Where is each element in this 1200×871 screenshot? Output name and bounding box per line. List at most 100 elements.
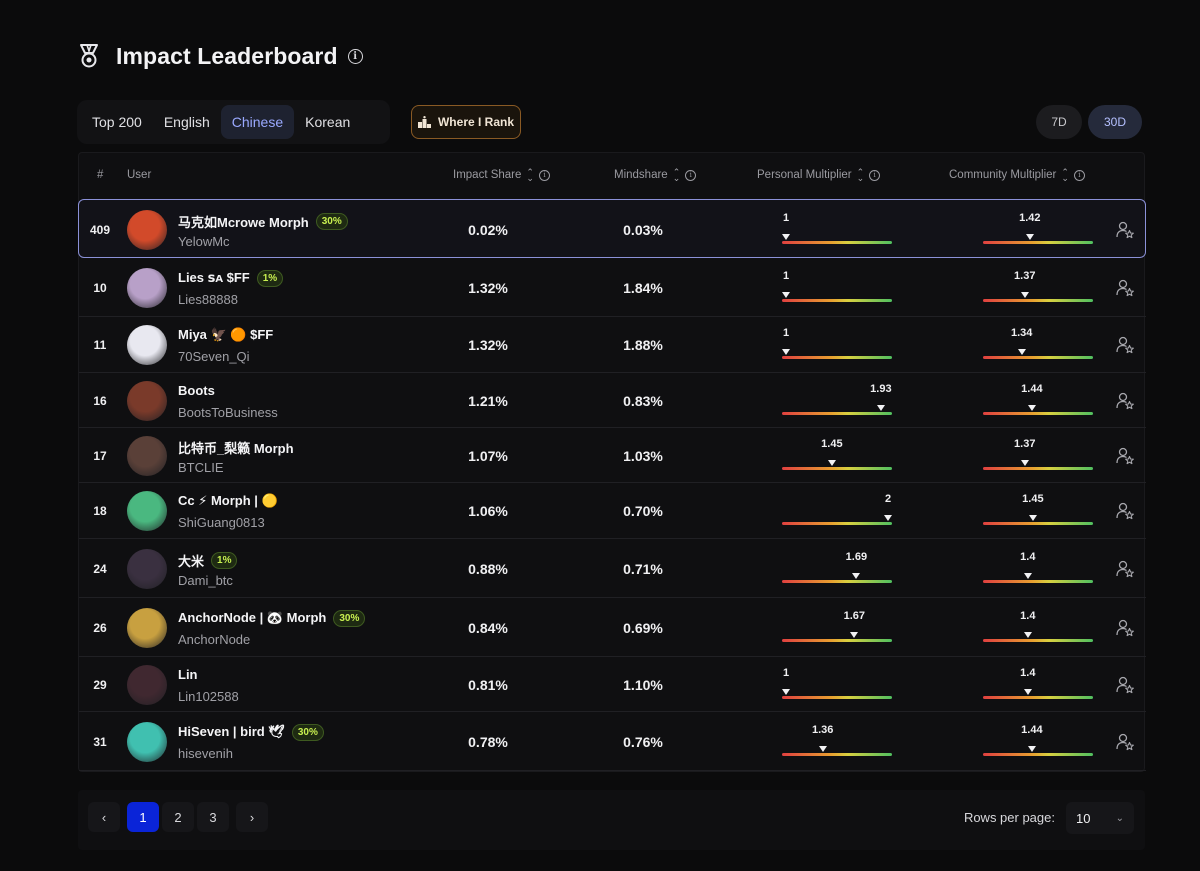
- follow-user-icon[interactable]: [1115, 559, 1135, 579]
- follow-user-icon[interactable]: [1115, 446, 1135, 466]
- personal-multiplier-value: 1.69: [845, 550, 868, 563]
- tab-chinese[interactable]: Chinese: [220, 105, 295, 139]
- user-handle: Lies88888: [178, 291, 238, 307]
- community-multiplier-marker: [1023, 631, 1032, 638]
- info-icon[interactable]: i: [538, 169, 550, 181]
- boost-badge: 30%: [291, 723, 324, 741]
- user-name[interactable]: 大米 1%: [178, 551, 238, 570]
- avatar[interactable]: [127, 664, 167, 705]
- table-row[interactable]: 29 Lin Lin102588 0.81% 1.10% 1 1.4: [79, 657, 1146, 712]
- user-name[interactable]: Lin: [178, 667, 198, 682]
- user-handle: 70Seven_Qi: [178, 349, 250, 364]
- community-multiplier-marker: [1020, 459, 1029, 466]
- table-row[interactable]: 24 大米 1% Dami_btc 0.88% 0.71% 1.69 1.4: [79, 539, 1146, 598]
- avatar[interactable]: [127, 721, 167, 762]
- avatar[interactable]: [127, 267, 167, 308]
- table-row[interactable]: 18 Cc ⚡ Morph | 🟡 ShiGuang0813 1.06% 0.7…: [79, 483, 1146, 539]
- follow-user-icon[interactable]: [1115, 391, 1135, 411]
- avatar[interactable]: [127, 325, 167, 365]
- page-3-button[interactable]: 3: [197, 802, 229, 832]
- table-row[interactable]: 10 Lies ꜱᴀ $FF 1% Lies88888 1.32% 1.84% …: [79, 258, 1146, 317]
- tab-korean[interactable]: Korean: [305, 114, 351, 130]
- col-community-multiplier[interactable]: Community Multiplier ⌃ ⌄ i: [949, 167, 1085, 183]
- page-1-button[interactable]: 1: [127, 802, 159, 832]
- community-multiplier: 1.37: [983, 438, 1093, 478]
- table-row[interactable]: 11 Miya 🦅 🟠 $FF 70Seven_Qi 1.32% 1.88% 1…: [79, 317, 1146, 373]
- personal-multiplier-value: 1.67: [843, 609, 866, 622]
- table-row[interactable]: 31 HiSeven | bird 🕊 30% hisevenih 0.78% …: [79, 712, 1146, 771]
- period-30d-button[interactable]: 30D: [1088, 105, 1142, 139]
- user-name[interactable]: Miya 🦅 🟠 $FF: [178, 327, 273, 343]
- mindshare-value: 1.03%: [623, 447, 663, 464]
- community-multiplier: 1.44: [983, 724, 1093, 764]
- tab-english[interactable]: English: [163, 114, 210, 130]
- user-name[interactable]: 比特币_梨籁 Morph: [178, 438, 294, 457]
- user-name[interactable]: HiSeven | bird 🕊 30%: [178, 723, 324, 741]
- table-row[interactable]: 409 马克如Mcrowe Morph 30% YelowMc 0.02% 0.…: [78, 199, 1146, 258]
- avatar[interactable]: [127, 607, 167, 648]
- user-handle: ShiGuang0813: [178, 515, 265, 530]
- table-row[interactable]: 17 比特币_梨籁 Morph BTCLIE 1.07% 1.03% 1.45 …: [79, 428, 1146, 483]
- user-name[interactable]: Cc ⚡ Morph | 🟡: [178, 493, 278, 509]
- personal-multiplier-bar: [782, 356, 892, 359]
- info-icon[interactable]: i: [347, 48, 363, 64]
- info-icon[interactable]: i: [1073, 169, 1085, 181]
- tab-top-200[interactable]: Top 200: [92, 114, 142, 130]
- community-multiplier: 1.42: [983, 212, 1093, 252]
- personal-multiplier-bar: [782, 522, 892, 525]
- follow-user-icon[interactable]: [1115, 618, 1135, 638]
- boost-badge: 30%: [315, 212, 348, 230]
- sort-icon[interactable]: ⌃ ⌄: [672, 167, 681, 183]
- sort-icon[interactable]: ⌃ ⌄: [526, 167, 534, 183]
- avatar[interactable]: [127, 491, 167, 531]
- follow-user-icon[interactable]: [1115, 278, 1135, 298]
- personal-multiplier: 1.69: [782, 551, 892, 591]
- community-multiplier-value: 1.45: [1022, 493, 1044, 505]
- user-display-name: Lin: [178, 666, 198, 682]
- sort-icon[interactable]: ⌃ ⌄: [1061, 167, 1069, 183]
- page-2-button[interactable]: 2: [162, 802, 194, 832]
- where-i-rank-button[interactable]: Where I Rank: [411, 105, 521, 139]
- user-name[interactable]: 马克如Mcrowe Morph 30%: [178, 212, 348, 231]
- col-mindshare[interactable]: Mindshare ⌃ ⌄ i: [614, 167, 697, 183]
- user-name[interactable]: Boots: [178, 383, 215, 398]
- community-multiplier-value: 1.34: [1010, 327, 1033, 339]
- follow-user-icon[interactable]: [1115, 501, 1135, 521]
- info-icon[interactable]: i: [869, 169, 881, 181]
- boost-badge: 30%: [333, 609, 366, 627]
- avatar[interactable]: [127, 380, 167, 421]
- user-name[interactable]: Lies ꜱᴀ $FF 1%: [178, 269, 284, 287]
- info-icon[interactable]: i: [685, 169, 697, 181]
- table-header: # User Impact Share ⌃ ⌄ i Mindshare ⌃ ⌄ i …: [79, 153, 1144, 199]
- community-multiplier-marker: [1027, 745, 1036, 752]
- personal-multiplier-bar: [782, 298, 892, 302]
- personal-multiplier-value: 1: [782, 327, 790, 339]
- avatar[interactable]: [127, 209, 167, 250]
- community-multiplier-value: 1.44: [1021, 723, 1043, 736]
- avatar[interactable]: [127, 435, 167, 476]
- rank-number: 10: [93, 280, 107, 295]
- col-personal-multiplier[interactable]: Personal Multiplier ⌃ ⌄ i: [757, 167, 881, 183]
- personal-multiplier: 1: [782, 212, 892, 252]
- period-7d-button[interactable]: 7D: [1036, 105, 1082, 139]
- follow-user-icon[interactable]: [1115, 220, 1135, 240]
- community-multiplier-value: 1.4: [1020, 609, 1036, 622]
- sort-icon[interactable]: ⌃ ⌄: [856, 167, 865, 183]
- follow-user-icon[interactable]: [1115, 732, 1135, 752]
- follow-user-icon[interactable]: [1115, 335, 1135, 355]
- personal-multiplier-bar: [782, 695, 892, 699]
- table-row[interactable]: 26 AnchorNode | 🐼 Morph 30% AnchorNode 0…: [79, 598, 1146, 657]
- personal-multiplier-value: 2: [884, 493, 892, 505]
- user-name[interactable]: AnchorNode | 🐼 Morph 30%: [178, 609, 366, 627]
- prev-page-button[interactable]: ‹: [88, 802, 120, 832]
- table-row[interactable]: 16 Boots BootsToBusiness 1.21% 0.83% 1.9…: [79, 373, 1146, 428]
- follow-user-icon[interactable]: [1115, 675, 1135, 695]
- personal-multiplier-marker: [782, 688, 790, 695]
- rows-per-page-select[interactable]: 10 ⌄: [1066, 802, 1134, 834]
- col-impact-share[interactable]: Impact Share ⌃ ⌄ i: [453, 167, 550, 183]
- avatar[interactable]: [127, 548, 167, 589]
- pagination-bar: ‹ 1 2 3 › Rows per page: 10 ⌄: [78, 790, 1145, 850]
- user-handle: Dami_btc: [178, 572, 233, 588]
- next-page-button[interactable]: ›: [236, 802, 268, 832]
- community-multiplier-bar: [983, 411, 1093, 415]
